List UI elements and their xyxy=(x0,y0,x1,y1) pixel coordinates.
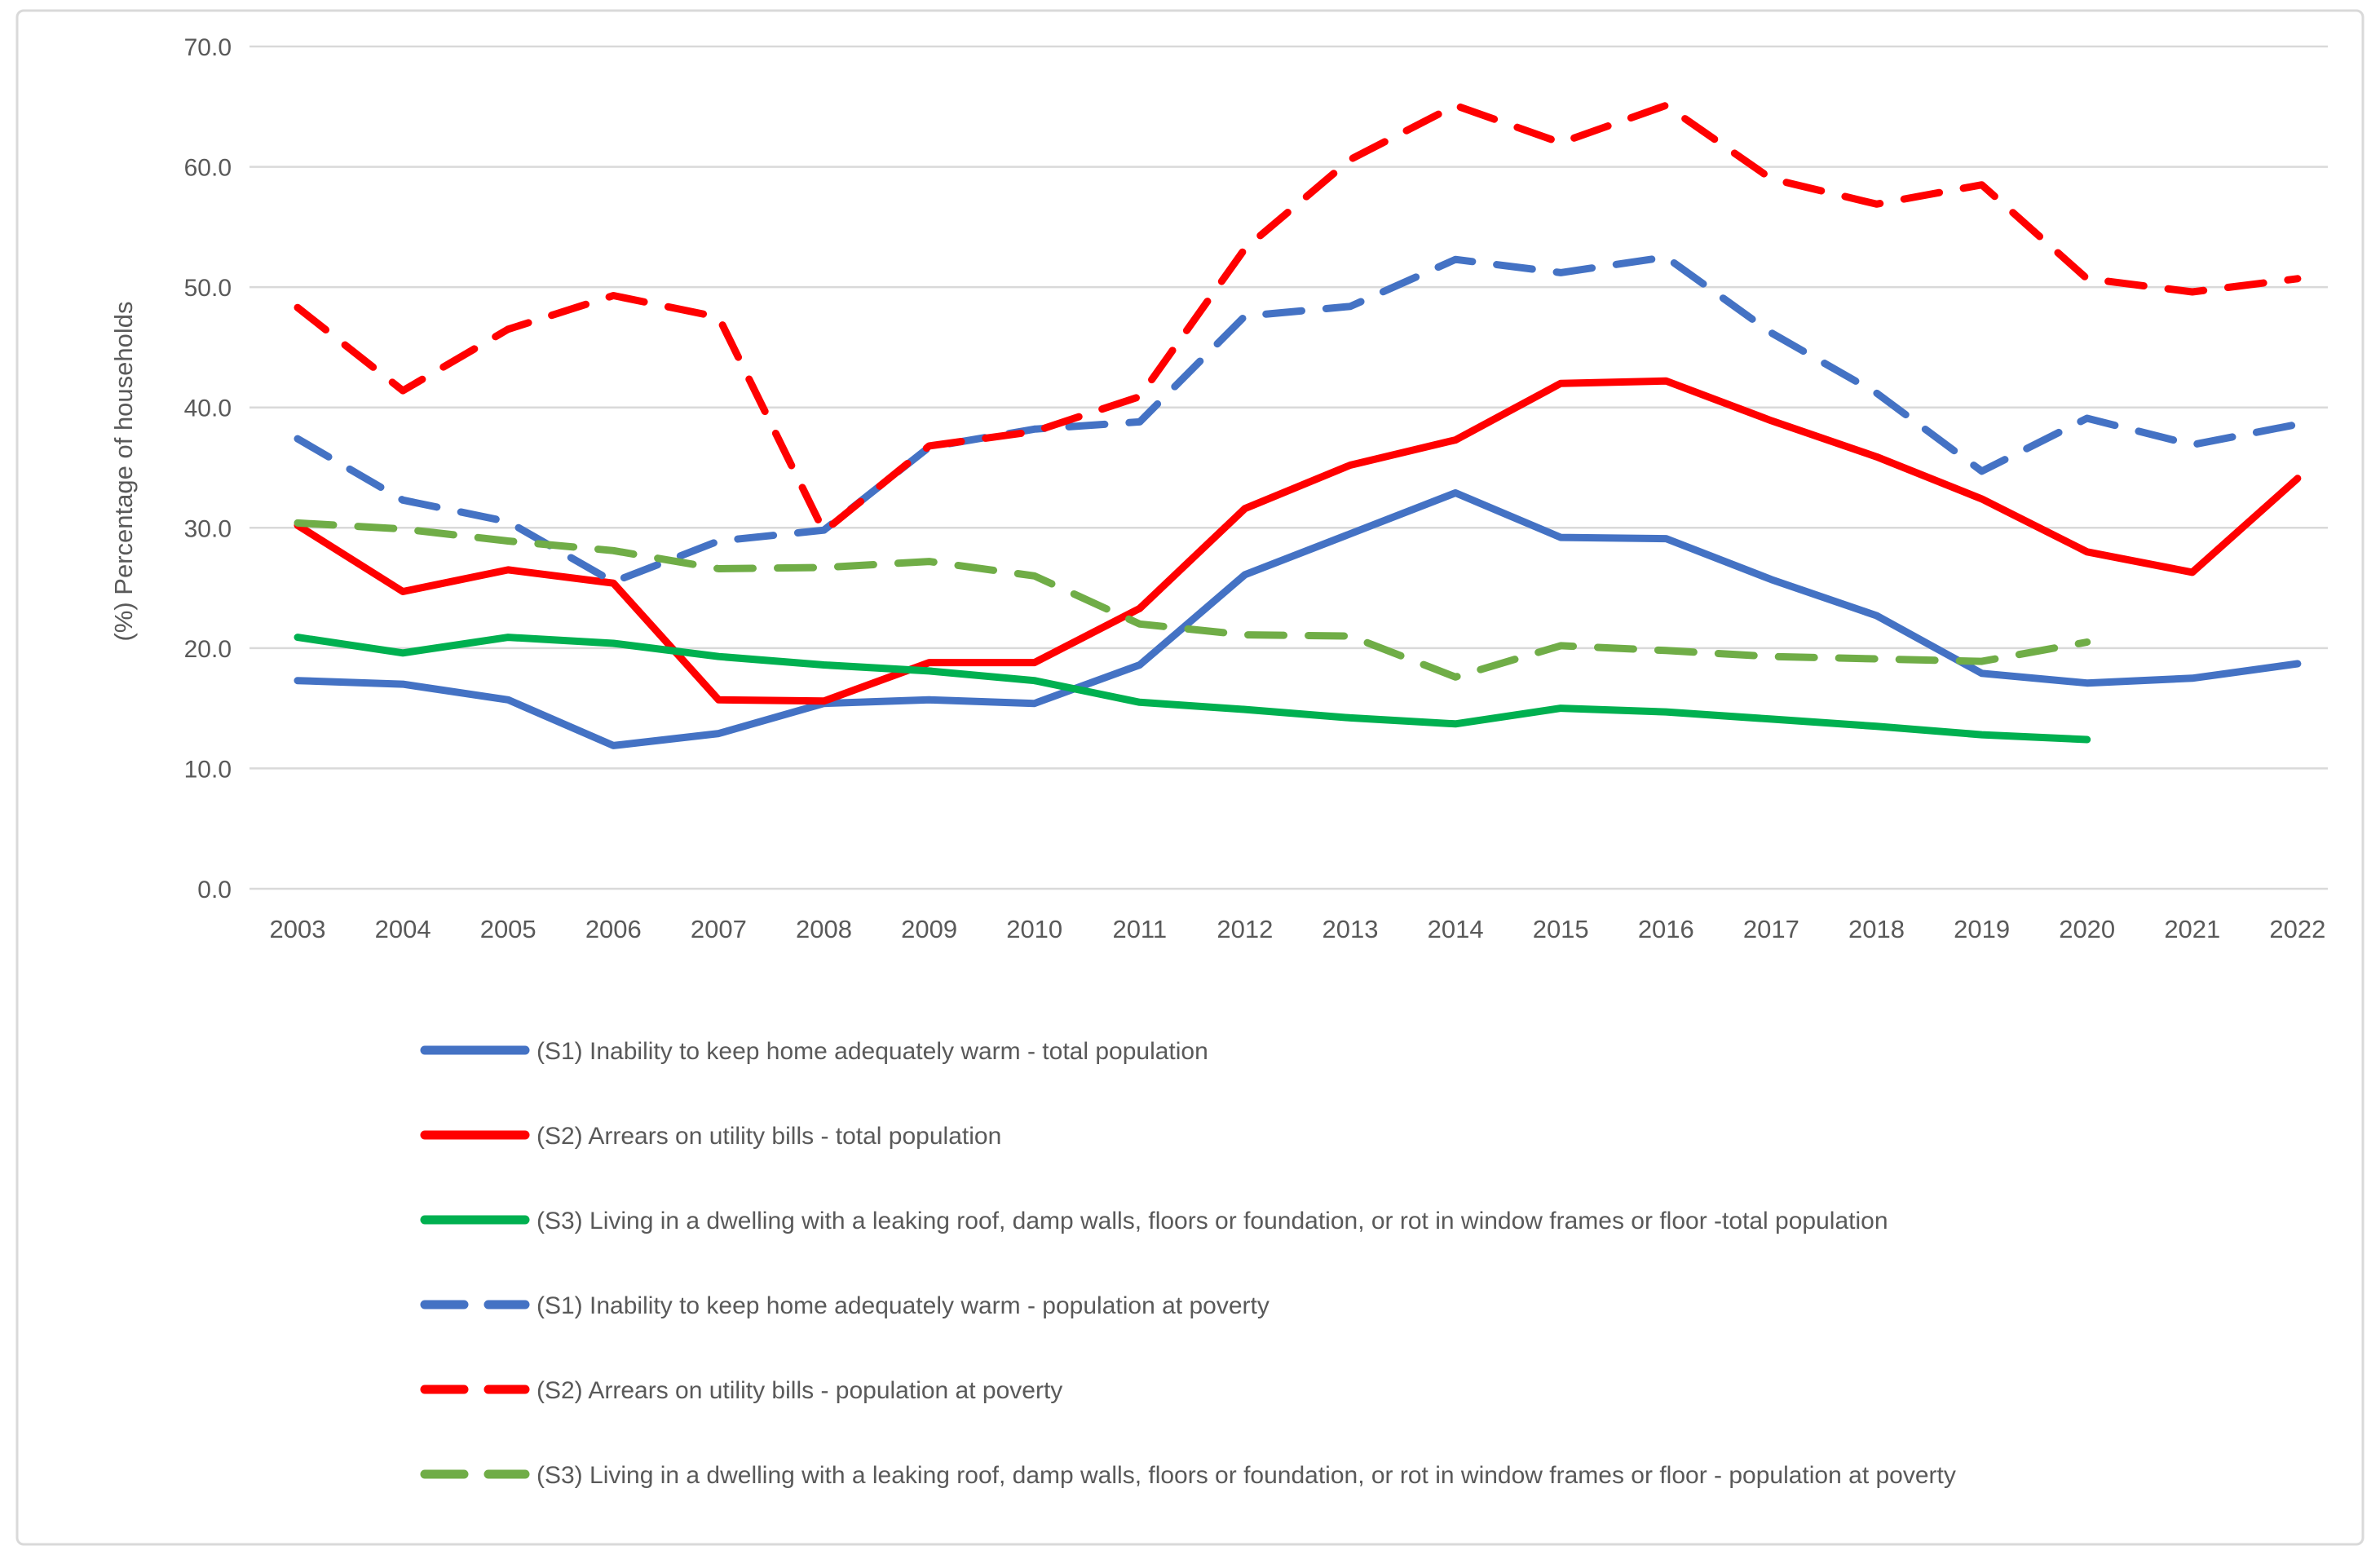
y-tick-label-0.0: 0.0 xyxy=(197,877,232,903)
legend-label-s3-total: (S3) Living in a dwelling with a leaking… xyxy=(536,1208,1888,1234)
x-tick-label-2017: 2017 xyxy=(1743,915,1799,943)
x-tick-label-2008: 2008 xyxy=(796,915,852,943)
x-tick-label-2014: 2014 xyxy=(1428,915,1484,943)
series-line-s2-poverty xyxy=(294,101,2302,536)
x-tick-label-2022: 2022 xyxy=(2269,915,2325,943)
x-tick-label-2012: 2012 xyxy=(1216,915,1273,943)
y-tick-label-20.0: 20.0 xyxy=(184,636,232,663)
series-line-s1-poverty xyxy=(294,253,2302,586)
legend-label-s2-total: (S2) Arrears on utility bills - total po… xyxy=(536,1123,1001,1150)
x-axis-year-labels: 2003 2004 2005 2006 2007 2008 2009 2010 2011 2012… xyxy=(270,915,2326,943)
y-tick-label-10.0: 10.0 xyxy=(184,756,232,783)
legend-item-s3-total: (S3) Living in a dwelling with a leaking… xyxy=(420,1208,1888,1234)
x-tick-label-2006: 2006 xyxy=(585,915,642,943)
legend-label-s3-poverty: (S3) Living in a dwelling with a leaking… xyxy=(536,1462,1956,1489)
legend-item-s1-poverty: (S1) Inability to keep home adequately w… xyxy=(420,1292,1269,1319)
series-line-s2-total xyxy=(294,377,2302,705)
series-line-s3-poverty xyxy=(294,519,2091,681)
x-tick-label-2019: 2019 xyxy=(1954,915,2010,943)
x-tick-label-2016: 2016 xyxy=(1638,915,1694,943)
y-axis-tick-labels: 0.0 10.0 20.0 30.0 40.0 50.0 60.0 70.0 xyxy=(184,34,232,903)
legend-item-s1-total: (S1) Inability to keep home adequately w… xyxy=(420,1038,1208,1065)
y-tick-label-60.0: 60.0 xyxy=(184,155,232,182)
x-tick-label-2005: 2005 xyxy=(480,915,536,943)
x-tick-label-2015: 2015 xyxy=(1533,915,1589,943)
x-tick-label-2009: 2009 xyxy=(901,915,957,943)
legend-label-s1-poverty: (S1) Inability to keep home adequately w… xyxy=(536,1292,1269,1319)
legend-item-s2-poverty: (S2) Arrears on utility bills - populati… xyxy=(420,1377,1062,1404)
series-line-s3-total xyxy=(294,634,2091,744)
y-tick-label-70.0: 70.0 xyxy=(184,34,232,61)
legend: (S1) Inability to keep home adequately w… xyxy=(420,1038,1956,1489)
x-tick-label-2021: 2021 xyxy=(2164,915,2220,943)
y-axis-title: (%) Percentage of households xyxy=(109,301,138,641)
legend-item-s2-total: (S2) Arrears on utility bills - total po… xyxy=(420,1123,1001,1150)
x-tick-label-2013: 2013 xyxy=(1322,915,1379,943)
y-tick-label-40.0: 40.0 xyxy=(184,395,232,422)
legend-label-s1-total: (S1) Inability to keep home adequately w… xyxy=(536,1038,1208,1065)
x-tick-label-2018: 2018 xyxy=(1848,915,1905,943)
x-tick-label-2010: 2010 xyxy=(1006,915,1062,943)
x-tick-label-2020: 2020 xyxy=(2059,915,2115,943)
x-tick-label-2011: 2011 xyxy=(1112,915,1167,943)
chart-frame-border xyxy=(15,9,2365,1546)
x-tick-label-2004: 2004 xyxy=(375,915,431,943)
x-tick-label-2003: 2003 xyxy=(270,915,326,943)
x-tick-label-2007: 2007 xyxy=(691,915,747,943)
series-lines-group xyxy=(294,101,2302,749)
y-tick-label-30.0: 30.0 xyxy=(184,515,232,542)
legend-label-s2-poverty: (S2) Arrears on utility bills - populati… xyxy=(536,1377,1062,1404)
legend-item-s3-poverty: (S3) Living in a dwelling with a leaking… xyxy=(420,1462,1956,1489)
gridlines-group xyxy=(249,45,2328,890)
y-tick-label-50.0: 50.0 xyxy=(184,275,232,302)
